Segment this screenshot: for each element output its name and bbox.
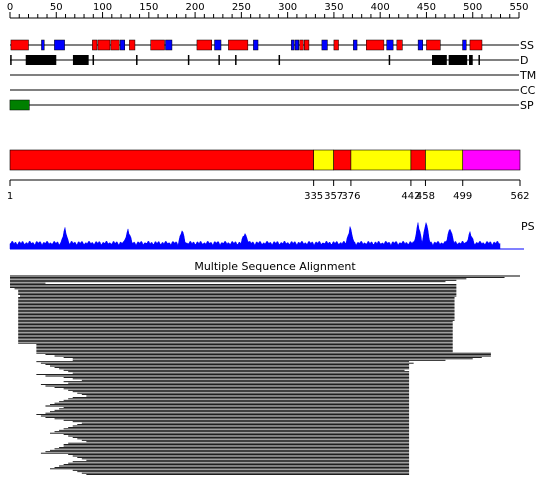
helix-segment <box>110 39 120 51</box>
disorder-segment <box>25 55 57 65</box>
helix-segment <box>426 39 441 51</box>
strand-segment <box>54 39 65 51</box>
helix-segment <box>228 39 249 51</box>
disorder-segment <box>432 55 447 65</box>
helix-segment <box>150 39 165 51</box>
domain-bar <box>9 149 521 171</box>
ps-profile-track <box>9 221 524 250</box>
helix-segment <box>10 39 29 51</box>
helix-segment <box>129 39 136 51</box>
strand-segment <box>353 39 358 51</box>
strand-segment <box>294 39 299 51</box>
track-label: CC <box>520 84 536 97</box>
ruler-tick-label: 400 <box>371 2 390 13</box>
ps-track-label: PS <box>521 220 535 233</box>
ruler-tick-label: 200 <box>186 2 205 13</box>
domain-segment <box>350 149 412 171</box>
ruler-tick-label: 150 <box>139 2 158 13</box>
ruler-tick-label: 100 <box>93 2 112 13</box>
helix-segment <box>366 39 385 51</box>
ruler-tick-label: 0 <box>7 2 13 13</box>
domain-boundary-label: 442 <box>401 191 420 202</box>
strand-segment <box>417 39 424 51</box>
strand-segment <box>41 39 45 51</box>
ruler-tick-label: 350 <box>324 2 343 13</box>
helix-segment <box>304 39 310 51</box>
disorder-track <box>10 55 519 65</box>
domain-segment <box>410 149 426 171</box>
domain-segment <box>462 149 521 171</box>
ruler-tick-label: 450 <box>417 2 436 13</box>
helix-segment <box>196 39 212 51</box>
ps-profile <box>9 221 501 250</box>
strand-segment <box>321 39 328 51</box>
domain-boundary-label: 1 <box>7 191 13 202</box>
signal-peptide-track <box>9 99 519 111</box>
strand-segment <box>214 39 222 51</box>
domain-boundary-label: 357 <box>324 191 343 202</box>
track-label: SP <box>520 99 534 112</box>
domain-segment <box>333 149 352 171</box>
strand-segment <box>462 39 467 51</box>
domain-boundary-label: 499 <box>453 191 472 202</box>
domain-segment <box>9 149 314 171</box>
ruler-tick-label: 550 <box>509 2 528 13</box>
domain-boundary-label: 458 <box>416 191 435 202</box>
track-label: TM <box>519 69 536 82</box>
strand-segment <box>291 39 295 51</box>
track-label: SS <box>520 39 534 52</box>
helix-segment <box>299 39 304 51</box>
disorder-segment <box>448 55 468 65</box>
strand-segment <box>119 39 126 51</box>
track-label: D <box>520 54 528 67</box>
ruler-tick-label: 300 <box>278 2 297 13</box>
ruler-tick-label: 500 <box>463 2 482 13</box>
disorder-segment <box>72 55 89 65</box>
domain-segment <box>313 149 334 171</box>
domain-boundary-label: 376 <box>341 191 360 202</box>
secondary-structure-track <box>10 39 519 51</box>
helix-segment <box>469 39 483 51</box>
domain-boundary-label: 335 <box>304 191 323 202</box>
helix-segment <box>97 39 111 51</box>
strand-segment <box>253 39 259 51</box>
disorder-segment <box>469 55 473 65</box>
domain-segment <box>425 149 464 171</box>
ruler-tick-label: 250 <box>232 2 251 13</box>
track-labels: SS D TM CC SP <box>519 39 536 112</box>
msa-title: Multiple Sequence Alignment <box>194 260 356 273</box>
ruler-tick-label: 50 <box>50 2 63 13</box>
strand-segment <box>386 39 394 51</box>
helix-segment <box>92 39 98 51</box>
domain-boundary-label: 562 <box>510 191 529 202</box>
helix-segment <box>396 39 403 51</box>
strand-segment <box>165 39 173 51</box>
residue-ruler: 0 50 100 150 200 250 300 350 400 450 500 550 <box>7 2 529 19</box>
signal-peptide-segment <box>9 99 30 111</box>
helix-segment <box>333 39 339 51</box>
msa-alignment <box>10 275 520 476</box>
